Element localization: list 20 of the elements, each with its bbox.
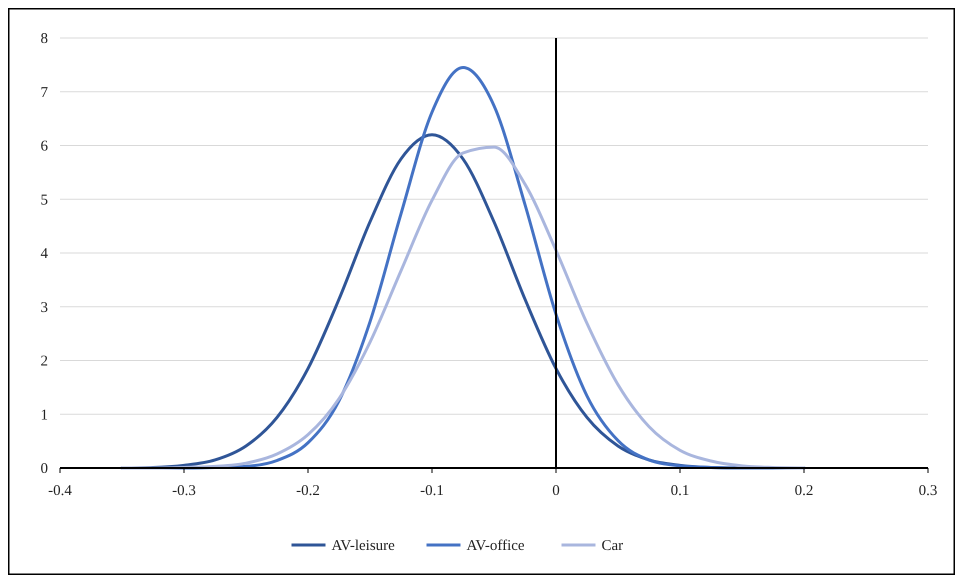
y-tick-label: 3 (40, 300, 48, 316)
y-tick-label: 5 (40, 192, 48, 208)
legend-label: AV-office (466, 538, 525, 554)
x-tick-label: 0.1 (670, 483, 690, 499)
y-tick-label: 0 (40, 461, 48, 477)
x-tick-label: -0.2 (296, 483, 320, 499)
x-tick-label: 0.2 (794, 483, 814, 499)
y-tick-label: 7 (40, 84, 48, 101)
legend-label: Car (602, 538, 624, 554)
x-tick-label: -0.4 (48, 483, 72, 499)
y-tick-label: 1 (40, 407, 48, 424)
legend-label: AV-leisure (332, 538, 396, 554)
y-tick-label: 4 (40, 246, 48, 262)
y-tick-label: 2 (40, 354, 48, 370)
x-tick-label: 0 (552, 483, 560, 499)
x-tick-label: -0.3 (172, 483, 196, 499)
x-tick-label: 0.3 (918, 483, 938, 499)
y-tick-label: 6 (40, 138, 48, 154)
x-tick-label: -0.1 (420, 483, 444, 499)
y-tick-label: 8 (40, 31, 48, 47)
